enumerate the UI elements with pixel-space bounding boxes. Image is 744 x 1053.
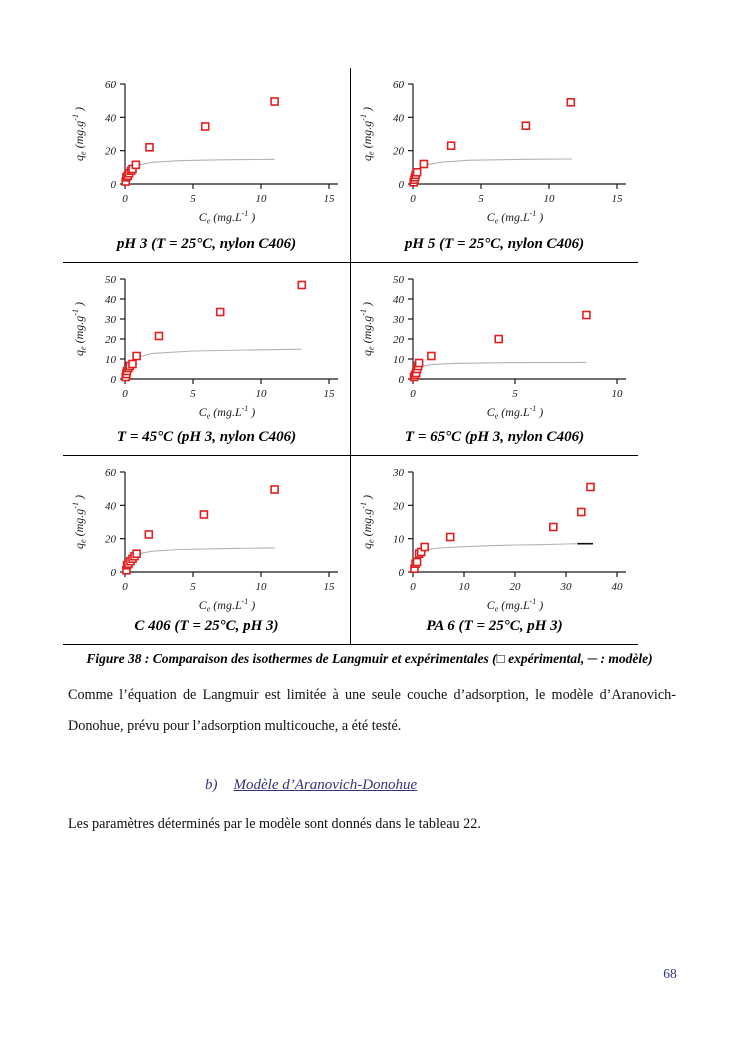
svg-text:10: 10 <box>393 354 405 366</box>
svg-text:0: 0 <box>122 388 128 400</box>
svg-text:10: 10 <box>544 193 556 205</box>
scatter-chart-ph5: 0 20 40 60 0 5 10 15 Ce (mg.L-1 ) qe (mg.g-1 ) <box>359 79 626 226</box>
subsection-title: Modèle d’Aranovich-Donohue <box>233 777 418 793</box>
svg-text:20: 20 <box>393 500 405 512</box>
svg-text:Ce (mg.L-1 ): Ce (mg.L-1 ) <box>487 209 544 226</box>
chart-cell-65c: 0 10 20 30 40 50 0 5 10 Ce (mg.L-1 ) qe (mg.g-1 ) … <box>351 263 638 456</box>
svg-text:Ce (mg.L-1 ): Ce (mg.L-1 ) <box>199 597 256 614</box>
svg-text:60: 60 <box>105 467 117 479</box>
scatter-chart-pa6: 0 10 20 30 0 10 20 30 40 Ce (mg.L-1 ) qe (mg.g-1 ) <box>359 467 626 614</box>
svg-text:qe (mg.g-1 ): qe (mg.g-1 ) <box>71 107 88 161</box>
svg-text:10: 10 <box>256 388 268 400</box>
svg-text:50: 50 <box>393 274 405 286</box>
svg-text:Ce (mg.L-1 ): Ce (mg.L-1 ) <box>487 597 544 614</box>
chart-cell-pa6: 0 10 20 30 0 10 20 30 40 Ce (mg.L-1 ) qe (mg.g-1 )… <box>351 456 638 645</box>
svg-text:10: 10 <box>612 388 624 400</box>
body-paragraph-2: Les paramètres déterminés par le modèle … <box>68 816 481 832</box>
chart-title-c406: C 406 (T = 25°C, pH 3) <box>134 618 279 634</box>
svg-text:0: 0 <box>399 567 405 579</box>
svg-text:40: 40 <box>105 112 117 124</box>
svg-text:30: 30 <box>392 467 405 479</box>
svg-text:0: 0 <box>122 581 128 593</box>
svg-text:0: 0 <box>410 388 416 400</box>
svg-text:15: 15 <box>324 581 336 593</box>
svg-text:5: 5 <box>512 388 518 400</box>
body-paragraph-1: Comme l’équation de Langmuir est limitée… <box>68 687 676 734</box>
figure-caption: Figure 38 : Comparaison des isothermes d… <box>86 651 653 666</box>
svg-text:30: 30 <box>392 314 405 326</box>
svg-text:0: 0 <box>111 567 117 579</box>
svg-text:Ce (mg.L-1 ): Ce (mg.L-1 ) <box>199 209 256 226</box>
chart-cell-ph3: 0 20 40 60 0 5 10 15 Ce (mg.L-1 ) qe (mg.g-1 ) pH… <box>63 68 351 263</box>
chart-cell-c406: 0 20 40 60 0 5 10 15 Ce (mg.L-1 ) qe (mg.g-1 ) C … <box>63 456 351 645</box>
svg-text:40: 40 <box>393 112 405 124</box>
svg-text:0: 0 <box>399 374 405 386</box>
svg-text:30: 30 <box>560 581 573 593</box>
svg-text:0: 0 <box>410 193 416 205</box>
svg-text:5: 5 <box>478 193 484 205</box>
chart-title-ph3: pH 3 (T = 25°C, nylon C406) <box>116 236 297 252</box>
chart-cell-45c: 0 10 20 30 40 50 0 5 10 15 Ce (mg.L-1 ) qe (mg.g-1 … <box>63 263 351 456</box>
svg-text:5: 5 <box>190 581 196 593</box>
svg-text:10: 10 <box>105 354 117 366</box>
svg-text:20: 20 <box>105 146 117 158</box>
svg-text:5: 5 <box>190 388 196 400</box>
svg-text:5: 5 <box>190 193 196 205</box>
svg-text:qe (mg.g-1 ): qe (mg.g-1 ) <box>359 302 376 356</box>
scatter-chart-ph3: 0 20 40 60 0 5 10 15 Ce (mg.L-1 ) qe (mg.g-1 ) <box>71 79 338 226</box>
svg-text:15: 15 <box>612 193 624 205</box>
svg-text:Ce (mg.L-1 ): Ce (mg.L-1 ) <box>487 404 544 421</box>
svg-text:40: 40 <box>393 294 405 306</box>
svg-text:40: 40 <box>612 581 624 593</box>
svg-text:60: 60 <box>105 79 117 91</box>
svg-text:15: 15 <box>324 388 336 400</box>
svg-text:10: 10 <box>393 534 405 546</box>
svg-text:40: 40 <box>105 294 117 306</box>
svg-text:qe (mg.g-1 ): qe (mg.g-1 ) <box>71 302 88 356</box>
svg-text:20: 20 <box>393 146 405 158</box>
svg-text:20: 20 <box>105 534 117 546</box>
svg-text:qe (mg.g-1 ): qe (mg.g-1 ) <box>359 107 376 161</box>
svg-text:10: 10 <box>256 193 268 205</box>
svg-text:30: 30 <box>104 314 117 326</box>
page-number: 68 <box>663 966 677 981</box>
subsection-heading: b) Modèle d’Aranovich-Donohue <box>205 777 417 794</box>
chart-cell-ph5: 0 20 40 60 0 5 10 15 Ce (mg.L-1 ) qe (mg.g-1 ) pH… <box>351 68 638 263</box>
svg-text:qe (mg.g-1 ): qe (mg.g-1 ) <box>359 495 376 549</box>
chart-title-ph5: pH 5 (T = 25°C, nylon C406) <box>404 236 585 252</box>
svg-text:Ce (mg.L-1 ): Ce (mg.L-1 ) <box>199 404 256 421</box>
svg-text:40: 40 <box>105 500 117 512</box>
svg-text:50: 50 <box>105 274 117 286</box>
svg-text:10: 10 <box>459 581 471 593</box>
svg-text:0: 0 <box>410 581 416 593</box>
scatter-chart-65c: 0 10 20 30 40 50 0 5 10 Ce (mg.L-1 ) qe (mg.g-1 ) <box>359 274 626 421</box>
svg-text:0: 0 <box>399 179 405 191</box>
scatter-chart-c406: 0 20 40 60 0 5 10 15 Ce (mg.L-1 ) qe (mg.g-1 ) <box>71 467 338 614</box>
svg-text:60: 60 <box>393 79 405 91</box>
chart-title-65c: T = 65°C (pH 3, nylon C406) <box>404 429 585 445</box>
figure-38-chart-grid: 0 20 40 60 0 5 10 15 Ce (mg.L-1 ) qe (mg.g-1 ) pH… <box>63 68 638 645</box>
svg-text:20: 20 <box>393 334 405 346</box>
svg-text:20: 20 <box>105 334 117 346</box>
svg-text:20: 20 <box>510 581 522 593</box>
subsection-letter: b) <box>205 777 218 793</box>
svg-text:15: 15 <box>324 193 336 205</box>
svg-text:0: 0 <box>122 193 128 205</box>
svg-text:10: 10 <box>256 581 268 593</box>
scatter-chart-45c: 0 10 20 30 40 50 0 5 10 15 Ce (mg.L-1 ) qe (mg.g-1 … <box>71 274 338 421</box>
svg-text:0: 0 <box>111 179 117 191</box>
svg-text:0: 0 <box>111 374 117 386</box>
chart-title-pa6: PA 6 (T = 25°C, pH 3) <box>426 618 563 634</box>
svg-text:qe (mg.g-1 ): qe (mg.g-1 ) <box>71 495 88 549</box>
chart-title-45c: T = 45°C (pH 3, nylon C406) <box>116 429 297 445</box>
